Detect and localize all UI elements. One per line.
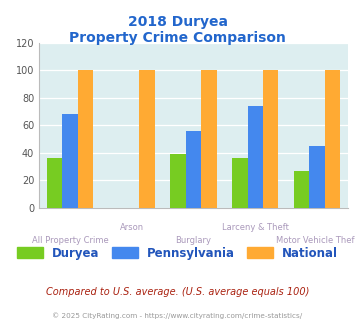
Bar	[263, 70, 278, 208]
Bar	[62, 115, 78, 208]
Text: Larceny & Theft: Larceny & Theft	[222, 223, 289, 232]
Bar	[78, 70, 93, 208]
Bar	[325, 70, 340, 208]
Bar	[186, 131, 201, 208]
Text: Compared to U.S. average. (U.S. average equals 100): Compared to U.S. average. (U.S. average …	[46, 287, 309, 297]
Bar	[140, 70, 155, 208]
Text: All Property Crime: All Property Crime	[32, 236, 108, 245]
Text: Motor Vehicle Theft: Motor Vehicle Theft	[276, 236, 355, 245]
Bar	[201, 70, 217, 208]
Text: 2018 Duryea: 2018 Duryea	[127, 15, 228, 29]
Legend: Duryea, Pennsylvania, National: Duryea, Pennsylvania, National	[17, 247, 338, 260]
Bar	[232, 158, 247, 208]
Bar	[47, 158, 62, 208]
Text: Burglary: Burglary	[175, 236, 212, 245]
Bar	[294, 171, 309, 208]
Bar	[170, 154, 186, 208]
Text: Property Crime Comparison: Property Crime Comparison	[69, 31, 286, 45]
Text: Arson: Arson	[120, 223, 144, 232]
Text: © 2025 CityRating.com - https://www.cityrating.com/crime-statistics/: © 2025 CityRating.com - https://www.city…	[53, 313, 302, 319]
Bar	[309, 146, 325, 208]
Bar	[247, 106, 263, 208]
